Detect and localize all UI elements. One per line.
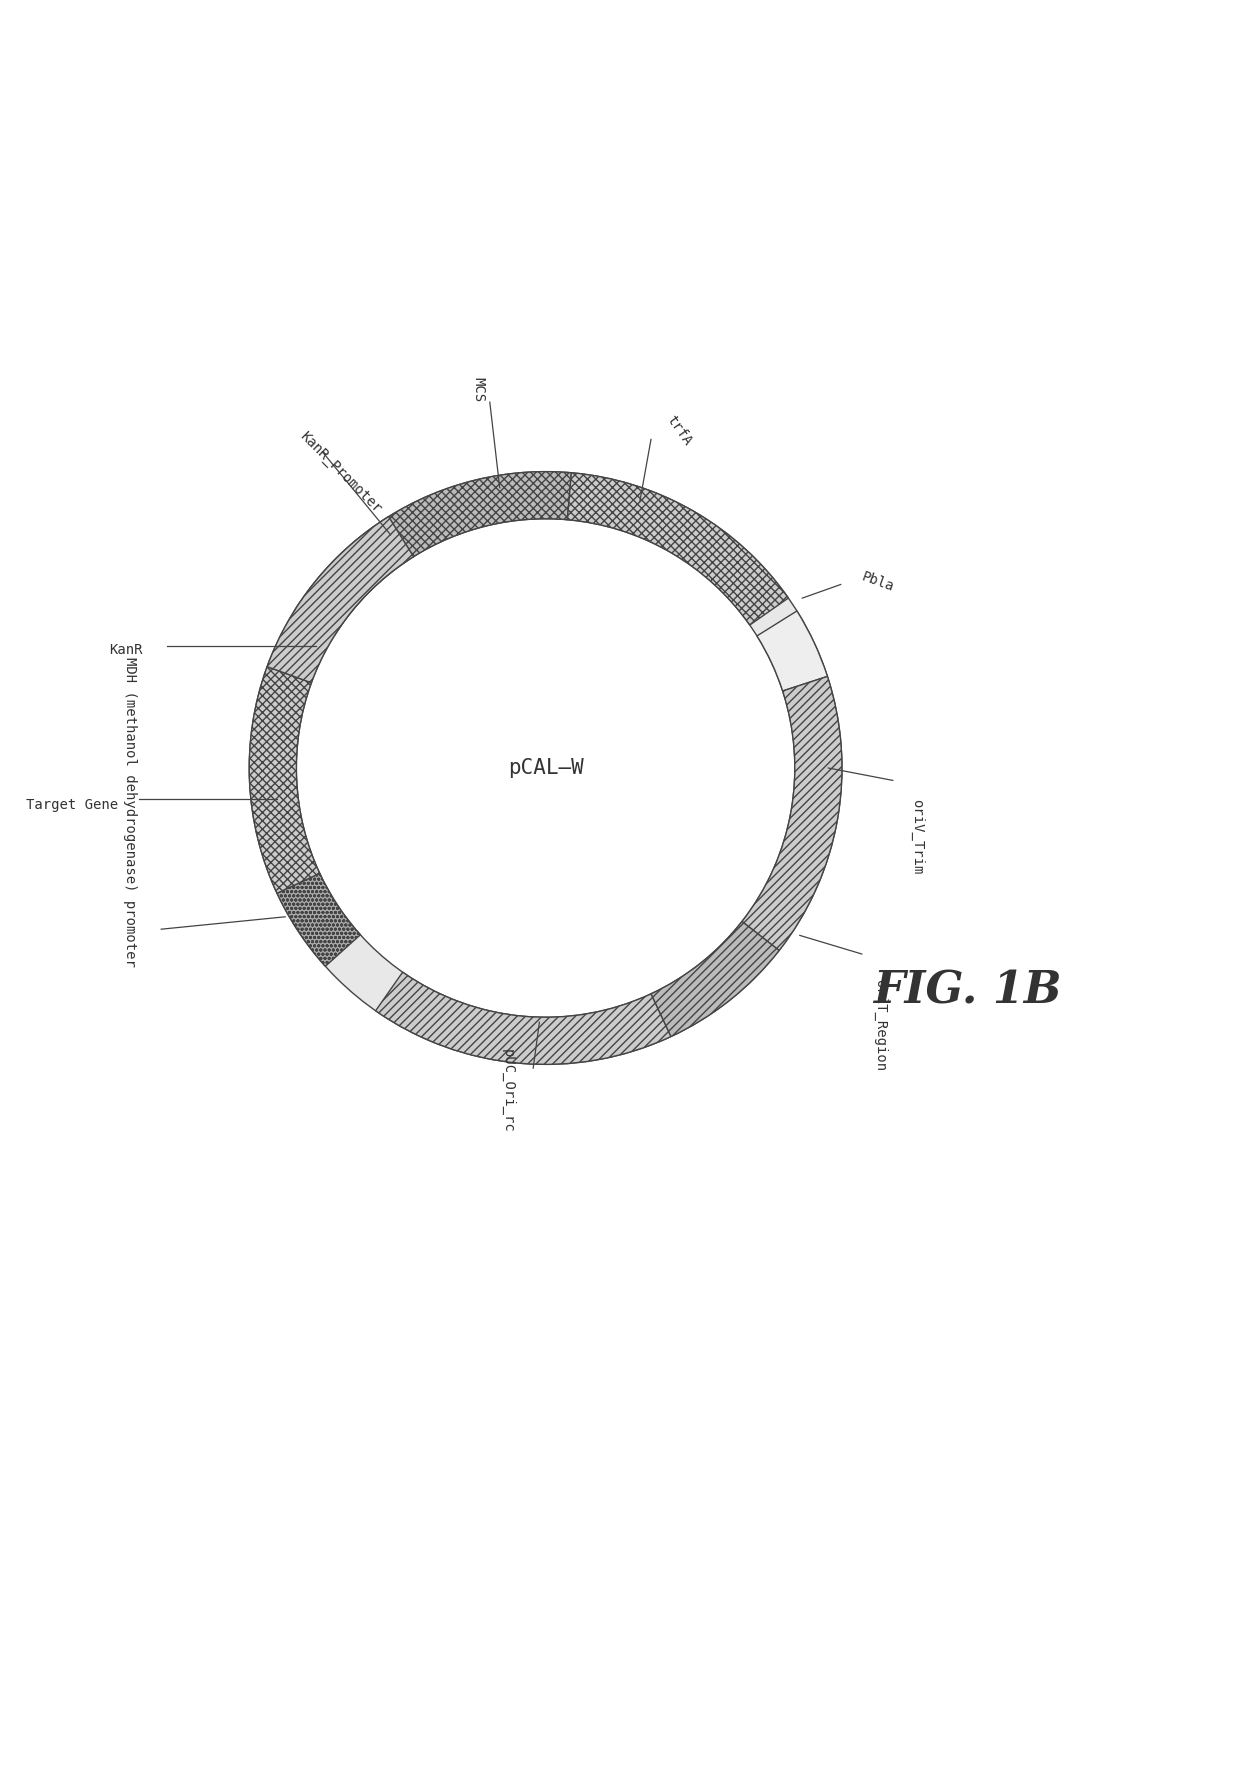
Text: trfA: trfA bbox=[663, 412, 694, 448]
Wedge shape bbox=[294, 517, 413, 635]
Wedge shape bbox=[388, 471, 572, 557]
Wedge shape bbox=[267, 517, 413, 683]
Wedge shape bbox=[651, 922, 779, 1037]
Text: KanR_Promoter: KanR_Promoter bbox=[298, 430, 384, 516]
Text: MCS: MCS bbox=[471, 376, 485, 403]
Text: Pbla: Pbla bbox=[859, 569, 895, 594]
Wedge shape bbox=[277, 874, 361, 967]
Wedge shape bbox=[756, 610, 827, 690]
Wedge shape bbox=[249, 667, 320, 894]
Wedge shape bbox=[742, 676, 842, 951]
Wedge shape bbox=[376, 972, 671, 1065]
Text: Target Gene: Target Gene bbox=[26, 797, 118, 812]
Text: FIG. 1B: FIG. 1B bbox=[873, 970, 1061, 1013]
Text: pCAL—W: pCAL—W bbox=[507, 758, 584, 778]
Text: MDH (methanol dehydrogenase) promoter: MDH (methanol dehydrogenase) promoter bbox=[123, 657, 138, 967]
Text: KanR: KanR bbox=[109, 644, 143, 657]
Text: oriT_Region: oriT_Region bbox=[873, 979, 888, 1070]
Wedge shape bbox=[249, 471, 842, 1065]
Wedge shape bbox=[568, 473, 789, 624]
Text: oriV_Trim: oriV_Trim bbox=[910, 799, 925, 874]
Text: pUC_Ori_rc: pUC_Ori_rc bbox=[501, 1049, 515, 1133]
